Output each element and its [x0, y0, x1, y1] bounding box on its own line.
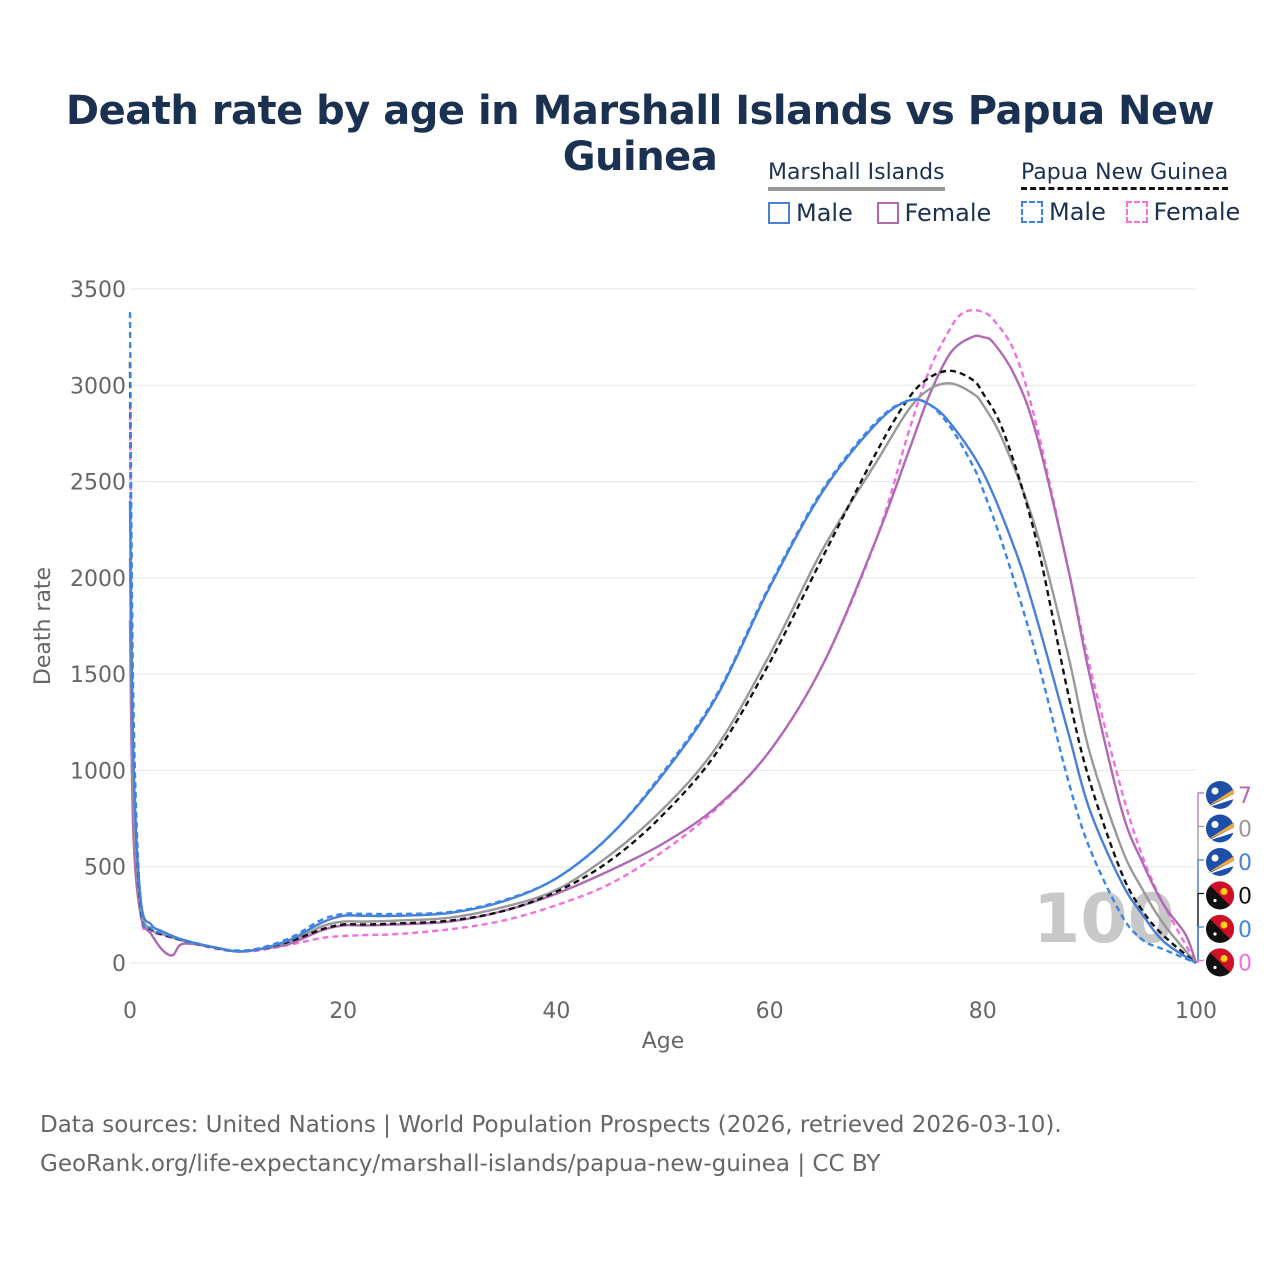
marshall-islands-flag-icon — [1206, 814, 1234, 843]
flag-star — [1211, 854, 1219, 862]
flag-star — [1213, 932, 1217, 936]
legend-marshall-islands: Marshall Islands Male Female — [768, 160, 1007, 230]
legend-group-label: Papua New Guinea — [1021, 160, 1229, 190]
flag-stripe-white — [1206, 794, 1234, 808]
flag-star — [1213, 898, 1217, 903]
legend-item-png-female[interactable]: Female — [1125, 198, 1241, 226]
flag-stripe-orange — [1206, 856, 1234, 874]
y-tick-label: 3000 — [70, 374, 126, 399]
series-line-mi-total[interactable] — [128, 382, 1197, 964]
age-marker: 100 — [1033, 880, 1175, 959]
y-tick-label: 0 — [112, 952, 126, 977]
end-label-connector — [1197, 825, 1204, 963]
end-value-label: 0 — [1238, 952, 1252, 977]
legend-label: Female — [904, 199, 992, 227]
source-line-1: Data sources: United Nations | World Pop… — [40, 1112, 1062, 1138]
end-value-label: 7 — [1238, 784, 1252, 809]
x-tick-label: 60 — [756, 999, 784, 1024]
end-value-label: 0 — [1238, 885, 1252, 910]
y-tick-label: 1500 — [70, 663, 126, 688]
legend-papua-new-guinea: Papua New Guinea Male Female — [1021, 160, 1240, 229]
legend-label: Female — [1153, 198, 1241, 226]
series-line-mi-female[interactable] — [128, 334, 1198, 964]
flag-star — [1211, 821, 1219, 828]
flag-bird — [1220, 921, 1228, 929]
series-line-png-total[interactable] — [128, 362, 1197, 964]
legend-item-png-male[interactable]: Male — [1021, 198, 1106, 226]
flag-star — [1211, 787, 1219, 795]
legend-swatch — [876, 202, 899, 224]
y-tick-label: 2500 — [70, 471, 126, 496]
y-tick-label: 500 — [84, 856, 126, 881]
end-value-label: 0 — [1238, 818, 1252, 843]
legend-swatch — [768, 202, 790, 224]
x-tick-label: 80 — [969, 999, 997, 1024]
end-value-label: 0 — [1238, 851, 1252, 876]
legend-item-mi-male[interactable]: Male — [768, 199, 853, 227]
flag-stripe-orange — [1206, 789, 1234, 807]
series-line-png-female[interactable] — [128, 308, 1198, 964]
flag-bird — [1220, 888, 1228, 895]
legend-item-mi-female[interactable]: Female — [876, 199, 992, 227]
legend-label: Male — [1049, 198, 1106, 226]
flag-stripe-white — [1206, 861, 1234, 875]
end-label-connector — [1197, 959, 1204, 963]
x-tick-label: 20 — [329, 999, 357, 1024]
legend-swatch — [1125, 201, 1148, 223]
legend-label: Male — [796, 199, 853, 227]
y-tick-label: 3500 — [70, 278, 126, 303]
flag-bird — [1220, 955, 1228, 962]
source-line-2[interactable]: GeoRank.org/life-expectancy/marshall-isl… — [40, 1151, 881, 1177]
end-label-connector — [1197, 792, 1204, 963]
legend-group-label: Marshall Islands — [768, 160, 945, 191]
source-note: Data sources: United Nations | World Pop… — [40, 1106, 1062, 1184]
y-axis-label: Death rate — [31, 567, 56, 685]
chart-title: Death rate by age in Marshall Islands vs… — [65, 88, 1215, 180]
x-tick-label: 40 — [542, 999, 570, 1024]
series-line-mi-male[interactable] — [128, 398, 1197, 965]
x-tick-label: 100 — [1175, 999, 1217, 1024]
end-label-connector — [1197, 892, 1204, 963]
flag-star — [1213, 965, 1217, 970]
y-tick-label: 2000 — [70, 567, 126, 592]
flag-stripe-white — [1206, 827, 1234, 842]
marshall-islands-flag-icon — [1206, 781, 1234, 809]
end-label-connector — [1197, 926, 1204, 963]
x-tick-label: 0 — [123, 999, 137, 1024]
y-tick-label: 1000 — [70, 759, 126, 784]
x-axis-label: Age — [642, 1029, 685, 1054]
marshall-islands-flag-icon — [1206, 848, 1234, 876]
legend-swatch — [1021, 201, 1043, 223]
flag-stripe-orange — [1206, 822, 1234, 841]
series-line-png-male[interactable] — [128, 312, 1197, 965]
end-label-connector — [1197, 859, 1204, 963]
end-value-label: 0 — [1238, 918, 1252, 943]
